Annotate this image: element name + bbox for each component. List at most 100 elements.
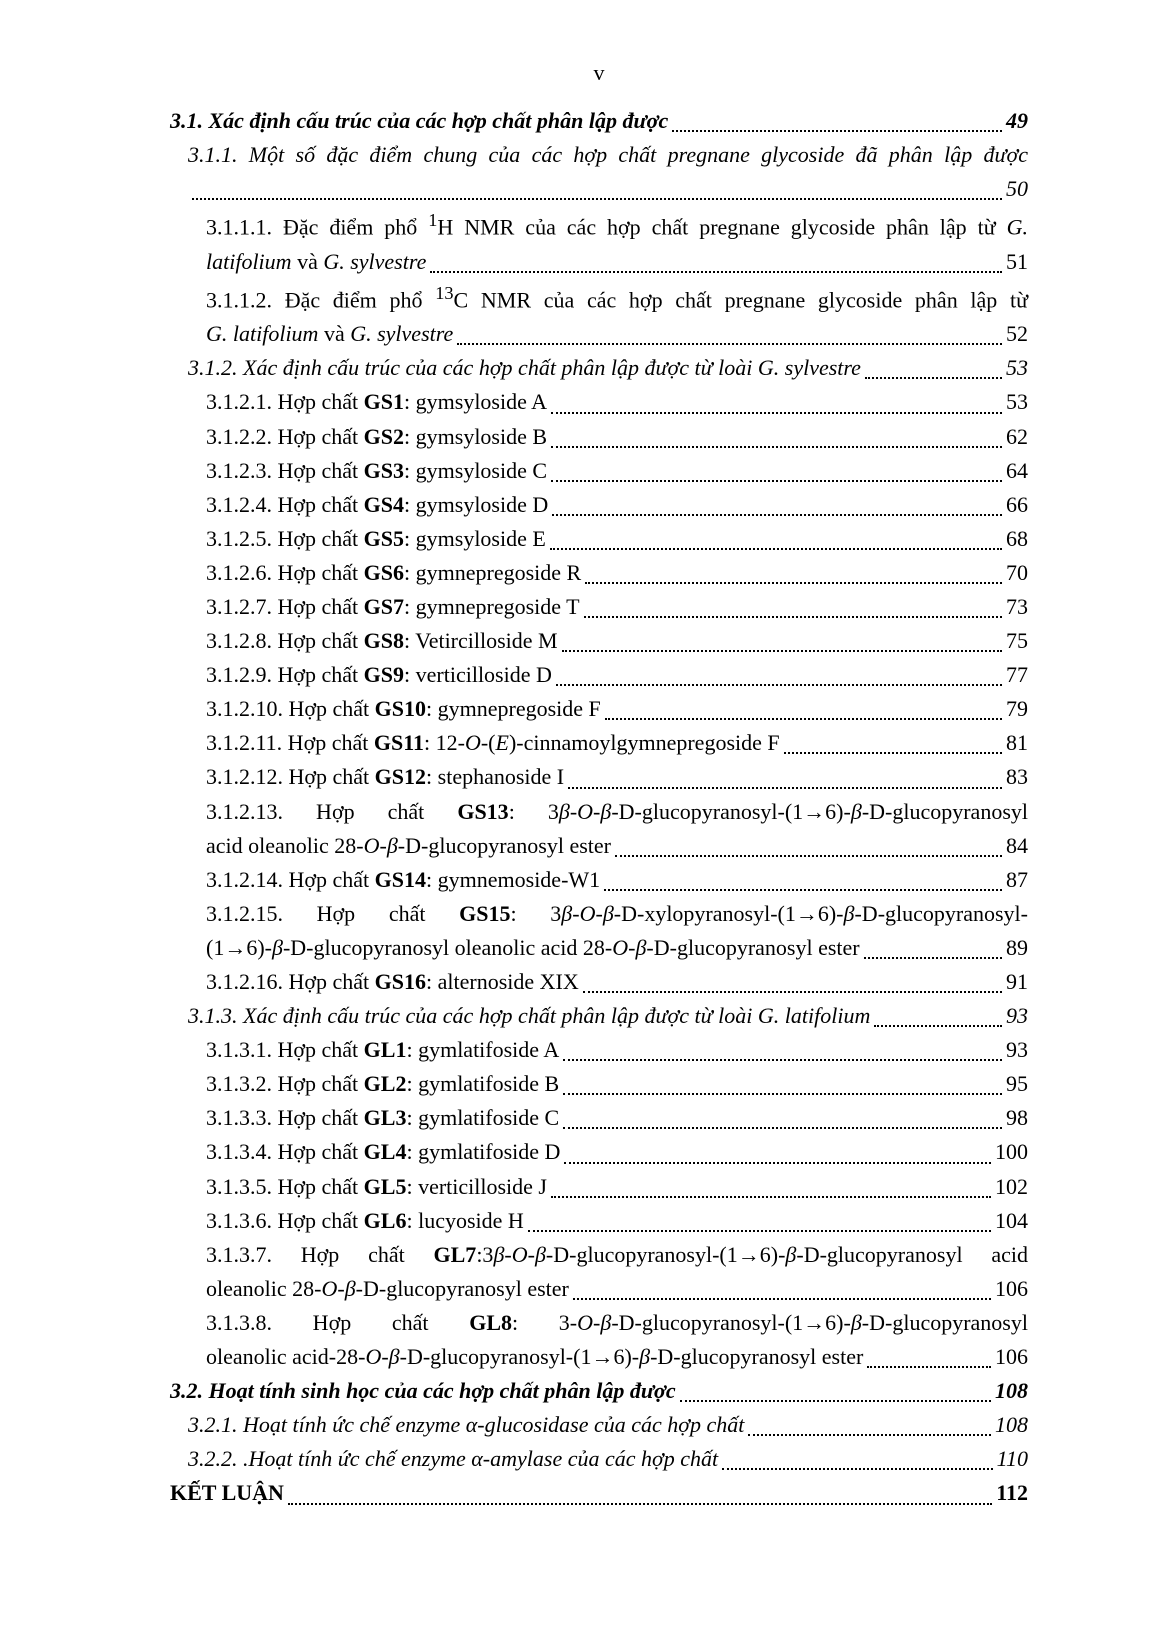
toc-entry-text: 3.1.2.14. Hợp chất GS14: gymnemoside-W1 [206, 863, 600, 897]
toc-entry: 3.1.2.11. Hợp chất GS11: 12-O-(E)-cinnam… [170, 726, 1028, 760]
toc-entry-page: 49 [1006, 104, 1028, 138]
toc-entry: 3.1.3.1. Hợp chất GL1: gymlatifoside A93 [170, 1033, 1028, 1067]
toc-entry-page: 53 [1006, 351, 1028, 385]
toc-entry-page: 98 [1006, 1101, 1028, 1135]
toc-entry-text: 3.2.1. Hoạt tính ức chế enzyme α-glucosi… [188, 1408, 744, 1442]
toc-entry: 3.1.2.5. Hợp chất GS5: gymsyloside E 68 [170, 522, 1028, 556]
toc-entry-page: 53 [1006, 385, 1028, 419]
toc-leader-dots [556, 684, 1002, 686]
toc-entry-text: 3.2. Hoạt tính sinh học của các hợp chất… [170, 1374, 676, 1408]
page-number: v [170, 60, 1028, 86]
toc-entry: 3.1.3. Xác định cấu trúc của các hợp chấ… [170, 999, 1028, 1033]
toc-leader-dots [568, 787, 1002, 789]
toc: 3.1. Xác định cấu trúc của các hợp chất … [170, 104, 1028, 1511]
toc-entry-page: 108 [995, 1374, 1028, 1408]
toc-entry-page: 62 [1006, 420, 1028, 454]
toc-leader-dots [551, 1196, 991, 1198]
toc-entry-text: 3.1.2.1. Hợp chất GS1: gymsyloside A [206, 385, 547, 419]
toc-entry: 3.1.2.12. Hợp chất GS12: stephanoside I 8… [170, 760, 1028, 794]
toc-entry-line2: (1→6)-β-D-glucopyranosyl oleanolic acid … [170, 931, 1028, 965]
toc-entry-line1: 3.1.3.8. Hợp chất GL8: 3-O-β-D-glucopyra… [170, 1306, 1028, 1340]
toc-entry-text: 3.1.3.2. Hợp chất GL2: gymlatifoside B [206, 1067, 559, 1101]
toc-leader-dots [584, 616, 1002, 618]
toc-entry: KẾT LUẬN112 [170, 1476, 1028, 1510]
toc-entry-text: 3.1.2.5. Hợp chất GS5: gymsyloside E [206, 522, 546, 556]
toc-entry-text: 3.1.2.11. Hợp chất GS11: 12-O-(E)-cinnam… [206, 726, 780, 760]
toc-entry-text: 3.1.2.7. Hợp chất GS7: gymnepregoside T [206, 590, 580, 624]
toc-entry-page: 102 [995, 1170, 1028, 1204]
toc-entry-text: 3.2.2. .Hoạt tính ức chế enzyme α-amylas… [188, 1442, 718, 1476]
toc-entry: 3.1.2.6. Hợp chất GS6: gymnepregoside R7… [170, 556, 1028, 590]
toc-leader-dots [722, 1468, 992, 1470]
toc-entry: 3.1.3.5. Hợp chất GL5: verticilloside J 1… [170, 1170, 1028, 1204]
toc-entry-text: 3.1.3.4. Hợp chất GL4: gymlatifoside D [206, 1135, 560, 1169]
toc-entry-text: 3.1.2.4. Hợp chất GS4: gymsyloside D [206, 488, 548, 522]
toc-entry: 3.1.3.3. Hợp chất GL3: gymlatifoside C 98 [170, 1101, 1028, 1135]
toc-entry-page: 93 [1006, 1033, 1028, 1067]
toc-entry: 3.1.2.1. Hợp chất GS1: gymsyloside A 53 [170, 385, 1028, 419]
toc-entry: 3.2.1. Hoạt tính ức chế enzyme α-glucosi… [170, 1408, 1028, 1442]
toc-leader-dots [552, 514, 1002, 516]
toc-leader-dots [551, 446, 1002, 448]
toc-entry-line2: acid oleanolic 28-O-β-D-glucopyranosyl e… [170, 829, 1028, 863]
toc-leader-dots [865, 377, 1002, 379]
toc-entry-line1: 3.1.1.1. Đặc điểm phổ 1H NMR của các hợp… [170, 206, 1028, 244]
toc-entry-text: 3.1.2.8. Hợp chất GS8: Vetircilloside M [206, 624, 558, 658]
toc-entry: 3.1.2.9. Hợp chất GS9: verticilloside D 7… [170, 658, 1028, 692]
toc-entry-page: 68 [1006, 522, 1028, 556]
toc-entry-page: 66 [1006, 488, 1028, 522]
toc-entry-page: 100 [995, 1135, 1028, 1169]
toc-leader-dots [551, 412, 1002, 414]
toc-entry-text: 3.1.2.3. Hợp chất GS3: gymsyloside C [206, 454, 547, 488]
toc-entry-text: 3.1.2.2. Hợp chất GS2: gymsyloside B [206, 420, 547, 454]
toc-leader-dots [563, 1127, 1002, 1129]
toc-leader-dots [564, 1162, 991, 1164]
toc-entry-text: 3.1.2. Xác định cấu trúc của các hợp chấ… [188, 351, 861, 385]
toc-entry-text: 3.1.2.6. Hợp chất GS6: gymnepregoside R [206, 556, 581, 590]
toc-leader-dots [563, 1059, 1002, 1061]
toc-leader-dots [550, 548, 1002, 550]
toc-entry-line1: 3.1.2.15. Hợp chất GS15: 3β-O-β-D-xylopy… [170, 897, 1028, 931]
toc-entry: 3.1. Xác định cấu trúc của các hợp chất … [170, 104, 1028, 138]
toc-leader-dots [748, 1434, 991, 1436]
toc-leader-dots [585, 582, 1002, 584]
toc-entry-text: 3.1.3.5. Hợp chất GL5: verticilloside J [206, 1170, 547, 1204]
toc-entry-line2: G. latifolium và G. sylvestre52 [170, 317, 1028, 351]
toc-entry-page: 110 [997, 1442, 1028, 1476]
toc-entry-page: 104 [995, 1204, 1028, 1238]
toc-leader-dots [784, 752, 1002, 754]
toc-entry: 3.1.2.3. Hợp chất GS3: gymsyloside C64 [170, 454, 1028, 488]
toc-leader-dots [528, 1230, 991, 1232]
toc-entry: 3.1.2.4. Hợp chất GS4: gymsyloside D 66 [170, 488, 1028, 522]
toc-entry-line2: latifolium và G. sylvestre51 [170, 245, 1028, 279]
toc-entry-text: 3.1.2.16. Hợp chất GS16: alternoside XIX [206, 965, 579, 999]
toc-entry-page: 77 [1006, 658, 1028, 692]
toc-entry-page: 87 [1006, 863, 1028, 897]
toc-entry-text: 3.1.3.3. Hợp chất GL3: gymlatifoside C [206, 1101, 559, 1135]
toc-leader-dots [583, 991, 1002, 993]
toc-leader-dots [551, 480, 1002, 482]
toc-entry: 3.1.2. Xác định cấu trúc của các hợp chấ… [170, 351, 1028, 385]
toc-entry-page: 83 [1006, 760, 1028, 794]
toc-entry-text: 3.1. Xác định cấu trúc của các hợp chất … [170, 104, 668, 138]
toc-entry-text: 3.1.2.12. Hợp chất GS12: stephanoside I [206, 760, 564, 794]
toc-entry: 3.2. Hoạt tính sinh học của các hợp chất… [170, 1374, 1028, 1408]
toc-leader-dots [563, 1093, 1002, 1095]
toc-entry-page: 75 [1006, 624, 1028, 658]
toc-entry-line2: oleanolic acid-28-O-β-D-glucopyranosyl-(… [170, 1340, 1028, 1374]
toc-entry-line2: oleanolic 28-O-β-D-glucopyranosyl ester1… [170, 1272, 1028, 1306]
toc-leader-dots [605, 718, 1002, 720]
toc-entry: 3.1.2.7. Hợp chất GS7: gymnepregoside T7… [170, 590, 1028, 624]
toc-entry-line2: 50 [170, 172, 1028, 206]
toc-leader-dots [672, 130, 1002, 132]
toc-leader-dots [874, 1025, 1002, 1027]
toc-entry: 3.1.2.14. Hợp chất GS14: gymnemoside-W1 8… [170, 863, 1028, 897]
toc-entry: 3.1.3.2. Hợp chất GL2: gymlatifoside B95 [170, 1067, 1028, 1101]
toc-entry-line1: 3.1.3.7. Hợp chất GL7:3β-O-β-D-glucopyra… [170, 1238, 1028, 1272]
toc-entry: 3.1.2.8. Hợp chất GS8: Vetircilloside M 7… [170, 624, 1028, 658]
toc-leader-dots [604, 889, 1002, 891]
toc-entry-text: 3.1.2.9. Hợp chất GS9: verticilloside D [206, 658, 552, 692]
toc-entry: 3.1.3.6. Hợp chất GL6: lucyoside H104 [170, 1204, 1028, 1238]
page: v 3.1. Xác định cấu trúc của các hợp chấ… [0, 0, 1158, 1637]
toc-entry: 3.1.2.10. Hợp chất GS10: gymnepregoside … [170, 692, 1028, 726]
